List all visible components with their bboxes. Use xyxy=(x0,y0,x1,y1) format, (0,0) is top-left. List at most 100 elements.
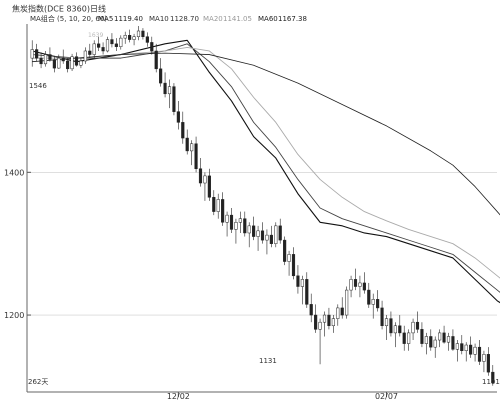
candle-body xyxy=(477,346,482,362)
candle xyxy=(278,218,282,244)
candle xyxy=(429,329,433,351)
candle xyxy=(154,43,158,73)
candle-body xyxy=(172,86,176,112)
candle-body xyxy=(66,60,70,70)
candle xyxy=(384,315,389,341)
candle xyxy=(221,192,225,226)
candle-body xyxy=(318,321,322,330)
candle-body xyxy=(105,39,110,52)
candle-body xyxy=(92,43,96,55)
candle-body xyxy=(469,344,473,355)
y-tick-label-1400: 1400 xyxy=(4,168,24,177)
candle-body xyxy=(159,68,163,84)
ma20-label: MA20 xyxy=(203,15,223,23)
candle xyxy=(345,286,349,319)
candle-body xyxy=(305,279,309,305)
candle xyxy=(176,100,180,130)
annotation-1639: 1639 xyxy=(88,32,103,39)
candle xyxy=(43,50,48,67)
ma60-value: 1167.38 xyxy=(278,15,307,23)
candle xyxy=(110,33,114,48)
candle xyxy=(190,140,194,166)
candle-body xyxy=(212,197,216,212)
candle xyxy=(61,49,65,64)
candle-body xyxy=(340,307,344,316)
candle xyxy=(473,343,477,362)
candle-body xyxy=(110,39,114,45)
candle-body xyxy=(438,332,442,341)
candle-body xyxy=(300,279,304,287)
candle-body xyxy=(128,35,132,40)
candle-body xyxy=(411,321,415,334)
candle-body xyxy=(283,239,287,262)
candle-body xyxy=(473,346,477,355)
candle-body xyxy=(402,332,406,344)
candle xyxy=(256,225,260,251)
candle xyxy=(314,304,318,333)
candle-body xyxy=(420,329,424,344)
candle xyxy=(283,236,287,266)
ma5-label: MA5 xyxy=(98,15,113,23)
candle-body xyxy=(309,304,313,316)
candle-body xyxy=(482,354,486,362)
candle xyxy=(105,36,110,53)
candle xyxy=(238,211,242,233)
candle-body xyxy=(132,36,136,40)
candle xyxy=(291,247,296,280)
candle-body xyxy=(274,225,278,244)
ma10-label: MA10 xyxy=(149,15,169,23)
candle-body xyxy=(238,218,242,223)
candle-body xyxy=(145,36,149,43)
ma-line-ma5 xyxy=(32,39,500,304)
candle xyxy=(247,222,251,248)
candle xyxy=(300,275,304,305)
candle xyxy=(88,43,92,59)
candle-body xyxy=(243,218,247,234)
candle xyxy=(389,311,393,337)
annotation-1101: 1101 xyxy=(482,378,500,386)
candle-body xyxy=(367,289,371,305)
ma5-value: 1119.40 xyxy=(114,15,143,23)
x-tick-label-12-02: 12/02 xyxy=(167,392,190,400)
chart-title: 焦炭指数(DCE 8360)日线 xyxy=(12,4,106,14)
candle xyxy=(451,329,455,351)
ma-line-ma10 xyxy=(32,43,500,293)
candle xyxy=(340,297,344,319)
candle xyxy=(376,290,380,312)
annotation-1131: 1131 xyxy=(259,357,277,365)
candle xyxy=(194,136,198,173)
candle xyxy=(305,272,309,308)
candle xyxy=(398,315,402,337)
candle-body xyxy=(376,299,380,309)
candle-body xyxy=(234,222,238,230)
period-days-label: 262天 xyxy=(28,378,48,386)
candle xyxy=(48,47,52,62)
y-tick-label-1200: 1200 xyxy=(4,311,24,320)
candle-body xyxy=(136,30,141,37)
candle xyxy=(296,265,300,294)
candle xyxy=(212,190,216,216)
candle-body xyxy=(61,57,65,62)
ma-line-ma20 xyxy=(32,46,500,279)
candle xyxy=(460,335,464,355)
candle-body xyxy=(207,175,211,198)
candle-body xyxy=(336,307,340,319)
candle-body xyxy=(150,42,154,52)
candle-body xyxy=(384,318,389,327)
candle-body xyxy=(464,344,468,351)
candle xyxy=(322,311,327,337)
candle-body xyxy=(296,275,300,287)
candle-body xyxy=(252,225,256,237)
candle-body xyxy=(442,332,446,343)
candle xyxy=(318,318,322,365)
candle-body xyxy=(389,318,393,334)
candle xyxy=(172,83,176,116)
candle xyxy=(371,293,375,319)
candle xyxy=(70,53,74,71)
candle-body xyxy=(380,307,384,327)
candle-body xyxy=(198,168,203,184)
candle xyxy=(159,58,163,87)
candle xyxy=(203,172,207,201)
